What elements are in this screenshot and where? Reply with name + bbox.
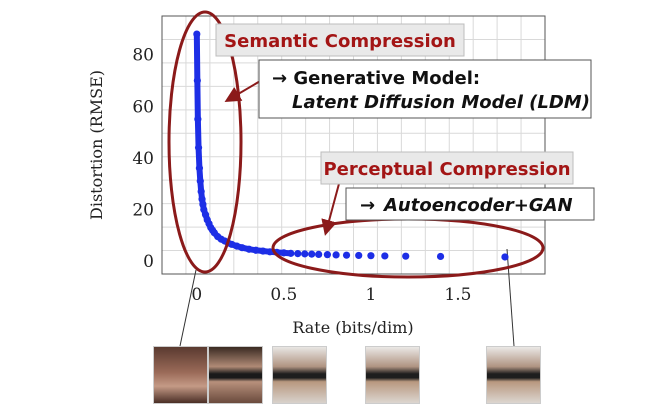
connector-line-low-rate [179, 269, 197, 347]
data-point [315, 250, 323, 258]
semantic-compression-ellipse [167, 10, 243, 274]
semantic-compression-label: Semantic Compression [224, 31, 456, 52]
y-axis-label: Distortion (RMSE) [87, 70, 106, 220]
perceptual-arrow [321, 179, 341, 236]
data-point [259, 247, 267, 255]
y-tick-labels: 0 20 40 60 80 [132, 46, 154, 272]
data-point [367, 252, 375, 260]
y-tick-label: 80 [132, 46, 154, 66]
data-point [323, 251, 331, 259]
data-point [355, 251, 363, 260]
data-point [197, 187, 205, 196]
data-point [294, 250, 302, 258]
data-point [301, 250, 309, 258]
x-tick-labels: 0 0.5 1 1.5 [191, 285, 471, 305]
ldm-label: Latent Diffusion Model (LDM) [292, 92, 590, 113]
connector-line-high-rate [506, 248, 515, 347]
data-point [280, 249, 288, 257]
data-point [501, 253, 509, 261]
thumb-man-sunglasses-4 [486, 346, 541, 404]
thumb-man-sunglasses-1 [208, 346, 263, 404]
data-point [266, 248, 274, 256]
data-point [287, 249, 295, 257]
x-tick-label: 0.5 [270, 285, 297, 305]
autoencoder-arrow-text: → [360, 195, 375, 216]
semantic-label-box [215, 23, 465, 57]
autoencoder-label: Autoencoder+GAN [382, 195, 573, 216]
data-point [436, 252, 445, 261]
autoencoder-box [345, 187, 595, 221]
y-tick-label: 0 [143, 252, 154, 272]
y-tick-label: 40 [132, 149, 154, 169]
x-tick-label: 1.5 [444, 285, 471, 305]
thumb-woman-face [153, 346, 208, 404]
y-tick-label: 20 [132, 201, 154, 221]
perceptual-compression-ellipse [271, 217, 545, 279]
data-point [252, 246, 260, 254]
x-tick-label: 1 [365, 285, 376, 305]
perceptual-compression-label: Perceptual Compression [323, 159, 570, 180]
data-point [195, 164, 204, 172]
x-tick-label: 0 [191, 285, 202, 305]
data-point [193, 30, 201, 38]
thumb-man-sunglasses-2 [272, 346, 327, 404]
generative-model-box [258, 59, 592, 119]
semantic-arrow [224, 79, 263, 103]
thumb-man-sunglasses-3 [365, 346, 420, 404]
data-point [245, 245, 253, 253]
data-point [381, 252, 389, 260]
data-point [194, 115, 202, 123]
data-point [194, 143, 203, 152]
data-point [332, 251, 340, 259]
generative-model-label: → Generative Model: [272, 68, 480, 89]
x-axis-label: Rate (bits/dim) [292, 318, 413, 337]
data-point [342, 251, 351, 259]
data-point [196, 177, 204, 185]
perceptual-label-box [320, 151, 574, 185]
y-tick-label: 60 [132, 97, 154, 117]
data-point [193, 76, 201, 85]
data-point [238, 244, 246, 252]
data-point [308, 250, 316, 258]
data-point [402, 252, 410, 260]
